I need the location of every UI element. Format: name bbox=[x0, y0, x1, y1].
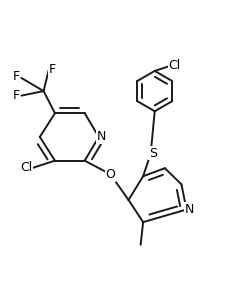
Text: S: S bbox=[149, 147, 157, 160]
Text: Cl: Cl bbox=[20, 161, 32, 174]
Text: N: N bbox=[97, 130, 107, 143]
Text: Cl: Cl bbox=[169, 59, 181, 72]
Text: O: O bbox=[105, 168, 115, 181]
Text: N: N bbox=[184, 203, 194, 216]
Text: F: F bbox=[12, 71, 19, 84]
Text: F: F bbox=[49, 63, 56, 76]
Text: F: F bbox=[12, 89, 19, 102]
